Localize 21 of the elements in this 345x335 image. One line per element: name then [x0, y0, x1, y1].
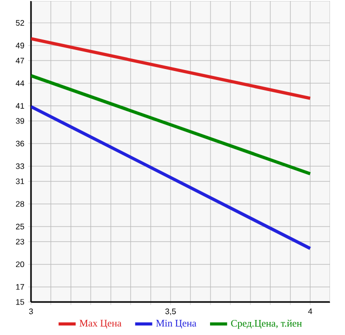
y-tick-label: 20 — [16, 261, 24, 268]
y-tick-label: 33 — [16, 163, 24, 170]
y-tick-label: 17 — [16, 284, 24, 290]
legend-label: Min Цена — [156, 320, 196, 329]
y-tick-label: 28 — [16, 201, 24, 207]
x-tick-label: 4 — [308, 308, 312, 314]
y-tick-label: 49 — [16, 42, 24, 48]
y-tick-label: 44 — [16, 80, 24, 86]
y-tick-label: 47 — [16, 58, 24, 64]
y-tick-label: 25 — [16, 224, 24, 230]
x-tick-label: 3,5 — [165, 308, 176, 316]
legend-label: Сред.Цена, т.йен — [231, 320, 302, 329]
y-tick-label: 36 — [16, 140, 24, 146]
legend-label: Max Цена — [80, 320, 122, 329]
y-tick-label: 23 — [16, 238, 24, 244]
y-tick-label: 52 — [16, 20, 24, 26]
y-tick-label: 15 — [16, 299, 24, 305]
x-tick-label: 3 — [29, 308, 33, 314]
y-tick-label: 39 — [16, 118, 24, 124]
y-tick-label: 31 — [16, 178, 24, 184]
y-tick-label: 41 — [16, 103, 24, 109]
